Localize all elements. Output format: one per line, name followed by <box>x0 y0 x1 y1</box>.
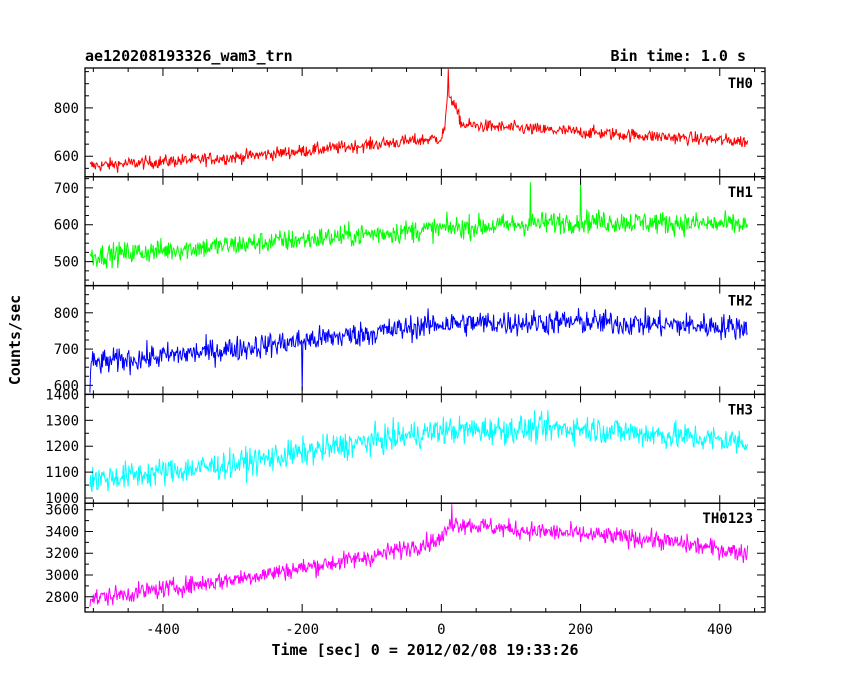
panel-th0: 600 800 TH0 <box>54 67 766 178</box>
y-tick-label: 1000 <box>45 491 79 507</box>
panel-label: TH0123 <box>702 511 753 527</box>
y-tick-label: 2800 <box>45 590 79 606</box>
y-tick-label: 600 <box>54 218 79 234</box>
y-axis-label: Counts/sec <box>6 295 24 385</box>
panel-frame <box>84 393 766 504</box>
panel-frame <box>84 502 766 613</box>
x-tick-label: -200 <box>285 622 319 638</box>
y-tick-label: 700 <box>54 342 79 358</box>
panel-th1: 500 600 700 TH1 <box>54 176 766 287</box>
x-tick-label: 400 <box>707 622 732 638</box>
y-tick-label: 600 <box>54 378 79 394</box>
y-tick-label: 500 <box>54 255 79 271</box>
y-tick-label: 3600 <box>45 503 79 519</box>
panel-th3: 1000 1100 1200 1300 1400 TH3 <box>45 387 766 507</box>
y-tick-label: 1400 <box>45 387 79 403</box>
panel-label: TH2 <box>728 294 753 310</box>
figure-title: ae120208193326_wam3_trn <box>85 47 293 65</box>
y-tick-label: 3200 <box>45 546 79 562</box>
y-tick-label: 1300 <box>45 413 79 429</box>
x-tick-label: 0 <box>437 622 445 638</box>
y-tick-label: 1100 <box>45 465 79 481</box>
series-line-th0123 <box>89 504 749 607</box>
panel-th0123: 2800 3000 3200 3400 3600 TH0123 -400 -200 0 200 40… <box>45 502 766 638</box>
y-tick-label: 600 <box>54 149 79 165</box>
y-tick-label: 3400 <box>45 524 79 540</box>
panel-label: TH3 <box>728 402 753 418</box>
panel-th2: 600 700 800 TH2 <box>54 284 766 396</box>
panel-frame <box>84 67 766 178</box>
y-tick-label: 800 <box>54 101 79 117</box>
y-tick-label: 1200 <box>45 439 79 455</box>
x-axis-label: Time [sec] 0 = 2012/02/08 19:33:26 <box>271 641 578 659</box>
y-tick-label: 800 <box>54 306 79 322</box>
y-tick-label: 3000 <box>45 568 79 584</box>
bin-time-label: Bin time: 1.0 s <box>611 47 746 65</box>
panel-frame <box>84 176 766 287</box>
series-line-th0 <box>89 69 749 173</box>
series-line-th3 <box>89 410 749 493</box>
y-tick-label: 700 <box>54 181 79 197</box>
series-line-th1 <box>89 180 749 269</box>
x-tick-label: -400 <box>146 622 180 638</box>
panel-label: TH1 <box>728 185 753 201</box>
panels-group: 600 800 TH0 500 600 700 TH1 600 700 800 TH2 1000 110… <box>45 67 766 638</box>
panel-frame <box>84 284 766 396</box>
panel-label: TH0 <box>728 76 753 92</box>
series-line-th2 <box>89 307 748 393</box>
x-tick-label: 200 <box>568 622 593 638</box>
